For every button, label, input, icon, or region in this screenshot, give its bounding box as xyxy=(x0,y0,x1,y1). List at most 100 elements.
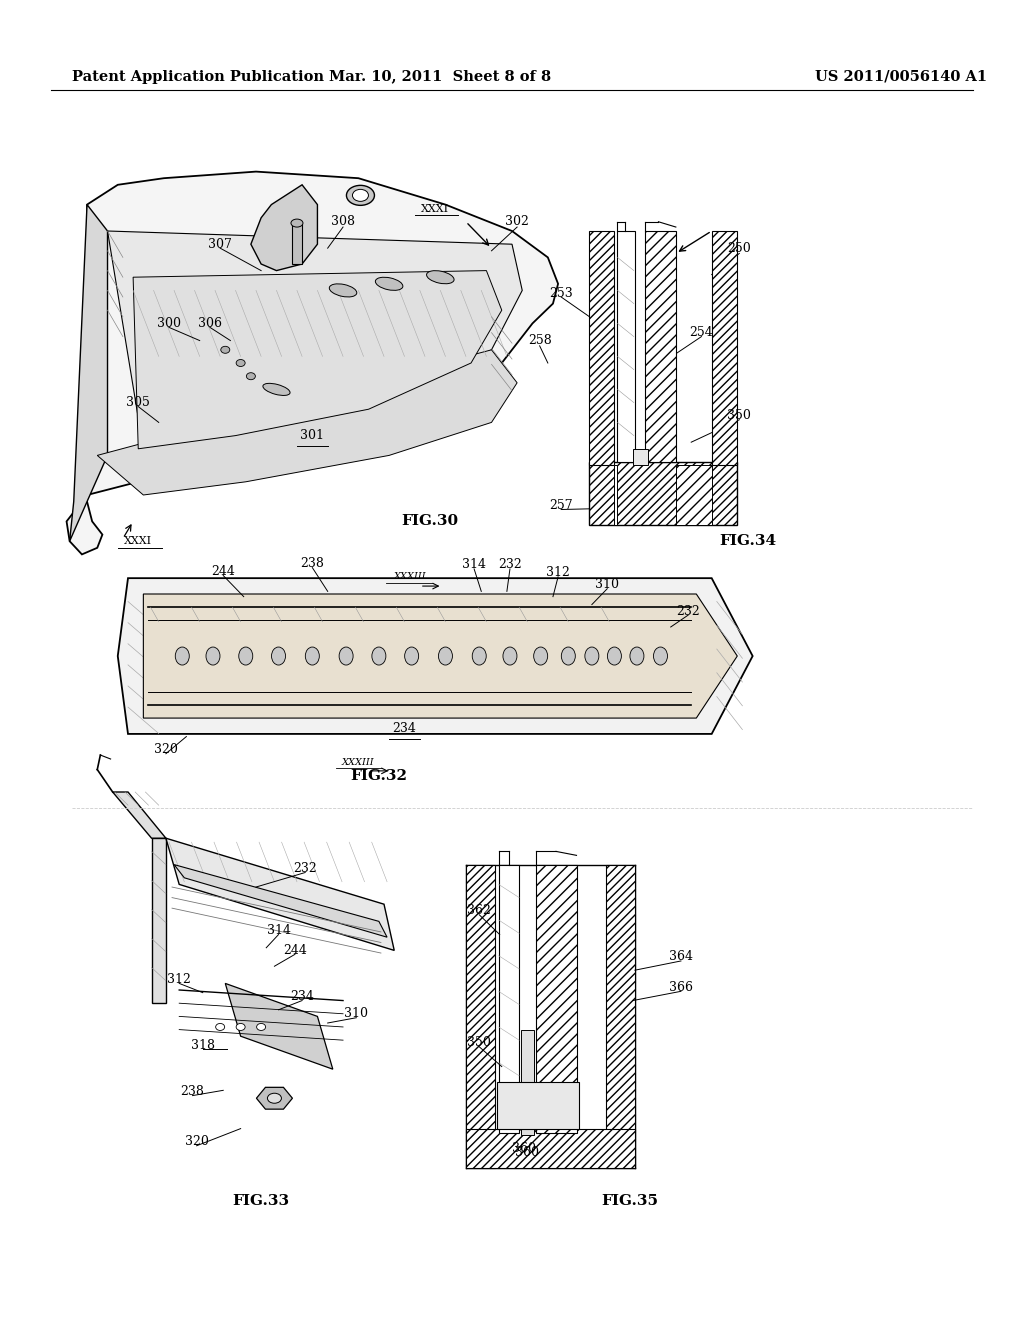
Polygon shape xyxy=(143,594,737,718)
Text: 254: 254 xyxy=(689,326,714,339)
Text: 360: 360 xyxy=(515,1146,540,1159)
Ellipse shape xyxy=(404,647,419,665)
Polygon shape xyxy=(256,1088,293,1109)
Text: FIG.34: FIG.34 xyxy=(719,535,776,548)
Ellipse shape xyxy=(291,219,303,227)
Ellipse shape xyxy=(239,647,253,665)
Text: 301: 301 xyxy=(300,429,325,442)
Text: 366: 366 xyxy=(669,981,693,994)
Polygon shape xyxy=(676,465,712,525)
Text: 310: 310 xyxy=(344,1007,369,1020)
Polygon shape xyxy=(133,271,502,449)
Bar xyxy=(633,449,648,465)
Ellipse shape xyxy=(257,1023,265,1031)
Text: XXXI: XXXI xyxy=(421,203,450,214)
Polygon shape xyxy=(614,465,617,525)
Ellipse shape xyxy=(438,647,453,665)
Ellipse shape xyxy=(607,647,622,665)
Text: 244: 244 xyxy=(211,565,236,578)
Polygon shape xyxy=(589,231,614,465)
Text: 253: 253 xyxy=(549,286,573,300)
Text: US 2011/0056140 A1: US 2011/0056140 A1 xyxy=(815,70,987,83)
Polygon shape xyxy=(499,865,519,1133)
Text: 257: 257 xyxy=(549,499,573,512)
Text: 307: 307 xyxy=(208,238,232,251)
Polygon shape xyxy=(712,231,737,465)
Polygon shape xyxy=(225,983,333,1069)
Ellipse shape xyxy=(175,647,189,665)
Text: XXXI: XXXI xyxy=(124,536,153,546)
Text: 350: 350 xyxy=(467,1036,492,1049)
Text: 306: 306 xyxy=(198,317,222,330)
Text: 232: 232 xyxy=(498,558,522,572)
Text: 362: 362 xyxy=(467,904,492,917)
Ellipse shape xyxy=(221,346,229,354)
Text: 312: 312 xyxy=(546,566,570,579)
Ellipse shape xyxy=(263,383,290,396)
Ellipse shape xyxy=(561,647,575,665)
Text: 258: 258 xyxy=(527,334,552,347)
Ellipse shape xyxy=(237,1023,245,1031)
Text: 350: 350 xyxy=(727,409,752,422)
Text: Mar. 10, 2011  Sheet 8 of 8: Mar. 10, 2011 Sheet 8 of 8 xyxy=(330,70,551,83)
Text: 244: 244 xyxy=(283,944,307,957)
Polygon shape xyxy=(108,231,522,449)
Text: FIG.32: FIG.32 xyxy=(350,770,408,783)
Text: 308: 308 xyxy=(331,215,355,228)
Text: FIG.35: FIG.35 xyxy=(601,1195,658,1208)
Polygon shape xyxy=(292,224,302,264)
Ellipse shape xyxy=(372,647,386,665)
Polygon shape xyxy=(70,205,108,541)
Ellipse shape xyxy=(330,284,356,297)
Polygon shape xyxy=(118,578,753,734)
Text: 320: 320 xyxy=(154,743,178,756)
Ellipse shape xyxy=(427,271,454,284)
Text: 318: 318 xyxy=(190,1039,215,1052)
Ellipse shape xyxy=(376,277,402,290)
Text: 250: 250 xyxy=(727,242,752,255)
Polygon shape xyxy=(645,231,676,462)
Polygon shape xyxy=(166,838,394,950)
Ellipse shape xyxy=(472,647,486,665)
Ellipse shape xyxy=(630,647,644,665)
Text: 232: 232 xyxy=(293,862,317,875)
Text: 360: 360 xyxy=(512,1142,537,1155)
Polygon shape xyxy=(521,1030,534,1135)
Text: 320: 320 xyxy=(184,1135,209,1148)
Ellipse shape xyxy=(247,372,255,380)
Ellipse shape xyxy=(206,647,220,665)
Polygon shape xyxy=(97,350,517,495)
Text: 302: 302 xyxy=(505,215,529,228)
Text: 234: 234 xyxy=(290,990,314,1003)
Text: 238: 238 xyxy=(180,1085,205,1098)
Ellipse shape xyxy=(237,359,245,367)
Ellipse shape xyxy=(503,647,517,665)
Polygon shape xyxy=(606,865,635,1168)
Polygon shape xyxy=(617,231,635,462)
Text: 305: 305 xyxy=(126,396,151,409)
Ellipse shape xyxy=(339,647,353,665)
Ellipse shape xyxy=(267,1093,282,1104)
Polygon shape xyxy=(152,838,166,1003)
Polygon shape xyxy=(536,865,577,1133)
Ellipse shape xyxy=(352,189,369,202)
Bar xyxy=(589,462,737,525)
Ellipse shape xyxy=(346,185,375,206)
Text: 300: 300 xyxy=(157,317,181,330)
Bar xyxy=(497,1082,579,1129)
Ellipse shape xyxy=(305,647,319,665)
Polygon shape xyxy=(466,865,495,1168)
Ellipse shape xyxy=(216,1023,224,1031)
Text: 314: 314 xyxy=(462,558,486,572)
Text: 232: 232 xyxy=(676,605,700,618)
Ellipse shape xyxy=(653,647,668,665)
Polygon shape xyxy=(113,792,166,838)
Text: 314: 314 xyxy=(266,924,291,937)
Ellipse shape xyxy=(534,647,548,665)
Polygon shape xyxy=(251,185,317,271)
Text: XXXIII: XXXIII xyxy=(393,573,426,581)
Ellipse shape xyxy=(585,647,599,665)
Text: 238: 238 xyxy=(300,557,325,570)
Text: FIG.33: FIG.33 xyxy=(232,1195,290,1208)
Polygon shape xyxy=(466,1129,635,1168)
